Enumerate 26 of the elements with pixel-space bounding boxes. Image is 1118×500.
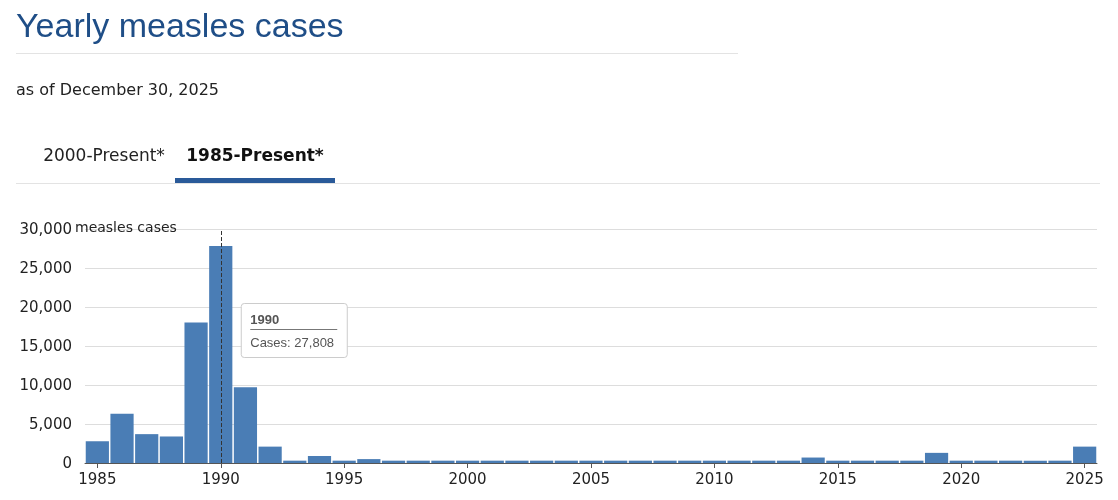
y-tick-label: 0 (62, 454, 72, 472)
y-tick-label: 20,000 (19, 298, 72, 316)
x-tick-label: 1985 (78, 469, 117, 488)
y-tick-label: 30,000 (19, 220, 72, 238)
chart-subtitle: as of December 30, 2025 (16, 80, 220, 99)
y-axis-title: measles cases (75, 219, 177, 235)
annotation: 1990 (250, 311, 280, 327)
y-tick-label: 10,000 (19, 376, 72, 394)
x-tick-label: 2015 (818, 469, 857, 488)
chart-title: Yearly measles cases (16, 6, 738, 54)
bar (233, 387, 258, 463)
x-tick-label: 2000 (448, 469, 487, 488)
x-tick-label: 1995 (325, 469, 364, 488)
bar (307, 455, 332, 463)
bar (924, 452, 949, 463)
text: 2000-Present* (42, 145, 166, 167)
y-tick-label: 15,000 (19, 337, 72, 355)
y-tick-label: 25,000 (19, 259, 72, 277)
x-tick-label: 1990 (201, 469, 240, 488)
x-tick-label: 2020 (942, 469, 981, 488)
text: 1985-Present* (175, 145, 335, 183)
y-tick-label: 5,000 (29, 415, 72, 433)
x-tick-label: 2005 (571, 469, 611, 488)
x-tick-label: 2010 (695, 469, 734, 488)
annotation: Cases: 27,808 (250, 334, 335, 350)
x-tick-label: 2025 (1065, 469, 1104, 488)
